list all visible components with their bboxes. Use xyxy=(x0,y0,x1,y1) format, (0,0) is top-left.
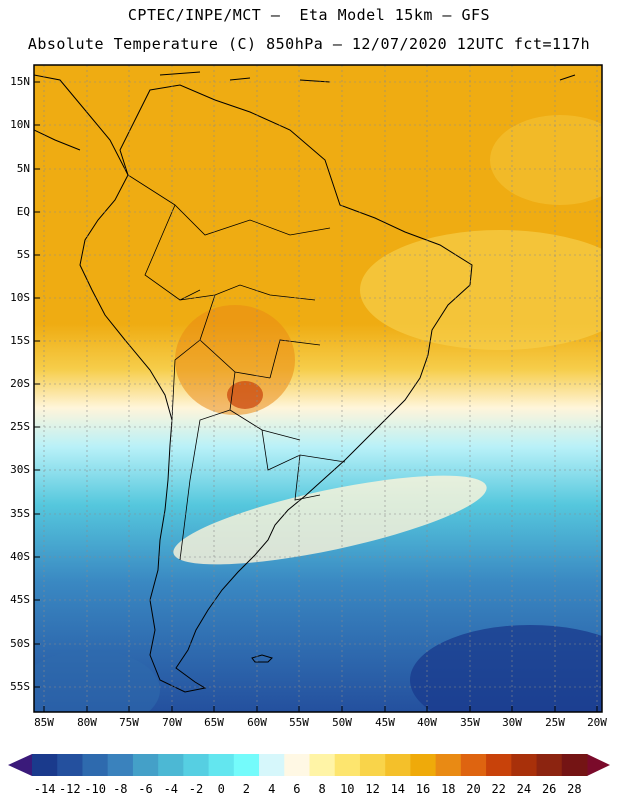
atlantic-yellow-band xyxy=(360,230,602,350)
lon-label: 55W xyxy=(289,716,309,729)
colorbar-cell xyxy=(460,754,487,776)
temperature-field xyxy=(34,65,602,712)
colorbar-cell xyxy=(385,754,411,776)
lon-label: 85W xyxy=(34,716,54,729)
colorbar-cell xyxy=(486,754,512,776)
colorbar-cell xyxy=(511,754,538,776)
lon-label: 25W xyxy=(545,716,565,729)
colorbar-cell xyxy=(208,754,235,776)
colorbar-tick-label: -12 xyxy=(58,782,81,796)
caribbean-islands xyxy=(159,71,576,83)
colorbar-cell xyxy=(132,754,159,776)
colorbar-tick-label: 14 xyxy=(390,782,406,796)
lon-label: 60W xyxy=(247,716,267,729)
colorbar-tick-label: 28 xyxy=(567,782,582,796)
lon-label: 75W xyxy=(119,716,139,729)
colorbar-tick-label: 8 xyxy=(318,782,326,796)
lat-label: 10S xyxy=(10,291,30,304)
colorbar-tick-label: 18 xyxy=(441,782,456,796)
colorbar-cell xyxy=(359,754,386,776)
colorbar-cell xyxy=(259,754,285,776)
lon-label: 40W xyxy=(417,716,437,729)
colorbar-tick-label: -10 xyxy=(84,782,106,796)
lat-label: 5S xyxy=(16,248,30,261)
colorbar-cell xyxy=(410,754,437,776)
colorbar-cell xyxy=(183,754,210,776)
lat-label: 35S xyxy=(10,507,30,520)
lat-label: 50S xyxy=(10,637,30,650)
lat-label: 45S xyxy=(10,593,30,606)
colorbar-cell xyxy=(233,754,260,776)
central-america-coastline xyxy=(34,74,129,176)
lat-label: 40S xyxy=(10,550,30,563)
warm-region-interior xyxy=(175,305,295,415)
colorbar-cell xyxy=(284,754,310,776)
colorbar-tick-label: -14 xyxy=(33,782,56,796)
lon-label: 35W xyxy=(460,716,480,729)
lon-label: 65W xyxy=(204,716,224,729)
colorbar-tick-label: -6 xyxy=(138,782,153,796)
colorbar-tick-label: -8 xyxy=(113,782,128,796)
lon-label: 70W xyxy=(162,716,182,729)
colorbar-tick-label: 24 xyxy=(516,782,532,796)
lon-label: 45W xyxy=(375,716,395,729)
colorbar-cell xyxy=(309,754,336,776)
colorbar-cell xyxy=(57,754,83,776)
colorbar-tick-label: 0 xyxy=(217,782,225,796)
lon-label: 20W xyxy=(587,716,607,729)
lat-label: 25S xyxy=(10,420,30,433)
lat-label: 30S xyxy=(10,463,30,476)
country-borders xyxy=(127,174,346,561)
map-frame xyxy=(33,64,603,713)
colorbar-cell xyxy=(82,754,109,776)
colorbar-cell xyxy=(107,754,134,776)
lon-label: 80W xyxy=(77,716,97,729)
lat-label: 15N xyxy=(10,75,30,88)
northeast-yellow xyxy=(490,115,602,205)
lat-label: 15S xyxy=(10,334,30,347)
colorbar-cell xyxy=(158,754,184,776)
colorbar-cell xyxy=(536,754,563,776)
temperature-overlays xyxy=(34,71,602,712)
colorbar-tick-label: 6 xyxy=(293,782,301,796)
colorbar-cell xyxy=(32,754,58,776)
colorbar-tick-label: -4 xyxy=(163,782,179,796)
colorbar-tick-label: -2 xyxy=(188,782,204,796)
lat-label: 55S xyxy=(10,680,30,693)
lon-label: 30W xyxy=(502,716,522,729)
title-line-1: CPTEC/INPE/MCT – Eta Model 15km – GFS xyxy=(127,6,491,24)
lat-label: 20S xyxy=(10,377,30,390)
colorbar-tick-label: 4 xyxy=(268,782,276,796)
colorbar-tick-label: 22 xyxy=(491,782,506,796)
title-line-2: Absolute Temperature (C) 850hPa – 12/07/… xyxy=(27,35,591,53)
cold-southwest xyxy=(34,650,160,712)
colorbar-left-arrow xyxy=(8,754,32,776)
colorbar-cell xyxy=(561,754,588,776)
falkland-islands xyxy=(251,654,273,663)
colorbar-cell xyxy=(435,754,462,776)
deep-cold-southeast xyxy=(410,625,602,712)
colorbar-tick-label: 2 xyxy=(242,782,250,796)
cold-front-pale-band xyxy=(173,475,487,565)
colorbar-tick-label: 26 xyxy=(541,782,557,796)
colorbar-cell xyxy=(334,754,361,776)
lat-label: 10N xyxy=(10,118,30,131)
colorbar-tick-label: 12 xyxy=(365,782,380,796)
lat-label: 5N xyxy=(16,162,30,175)
colorbar-tick-label: 10 xyxy=(340,782,355,796)
colorbar-tick-label: 20 xyxy=(466,782,481,796)
colorbar-right-arrow xyxy=(587,754,610,776)
warm-region-core xyxy=(227,381,263,409)
colorbar-tick-label: 16 xyxy=(415,782,431,796)
lat-label: EQ xyxy=(16,205,30,218)
lon-label: 50W xyxy=(332,716,352,729)
axis-ticks xyxy=(34,81,598,712)
colorbar xyxy=(8,754,610,776)
